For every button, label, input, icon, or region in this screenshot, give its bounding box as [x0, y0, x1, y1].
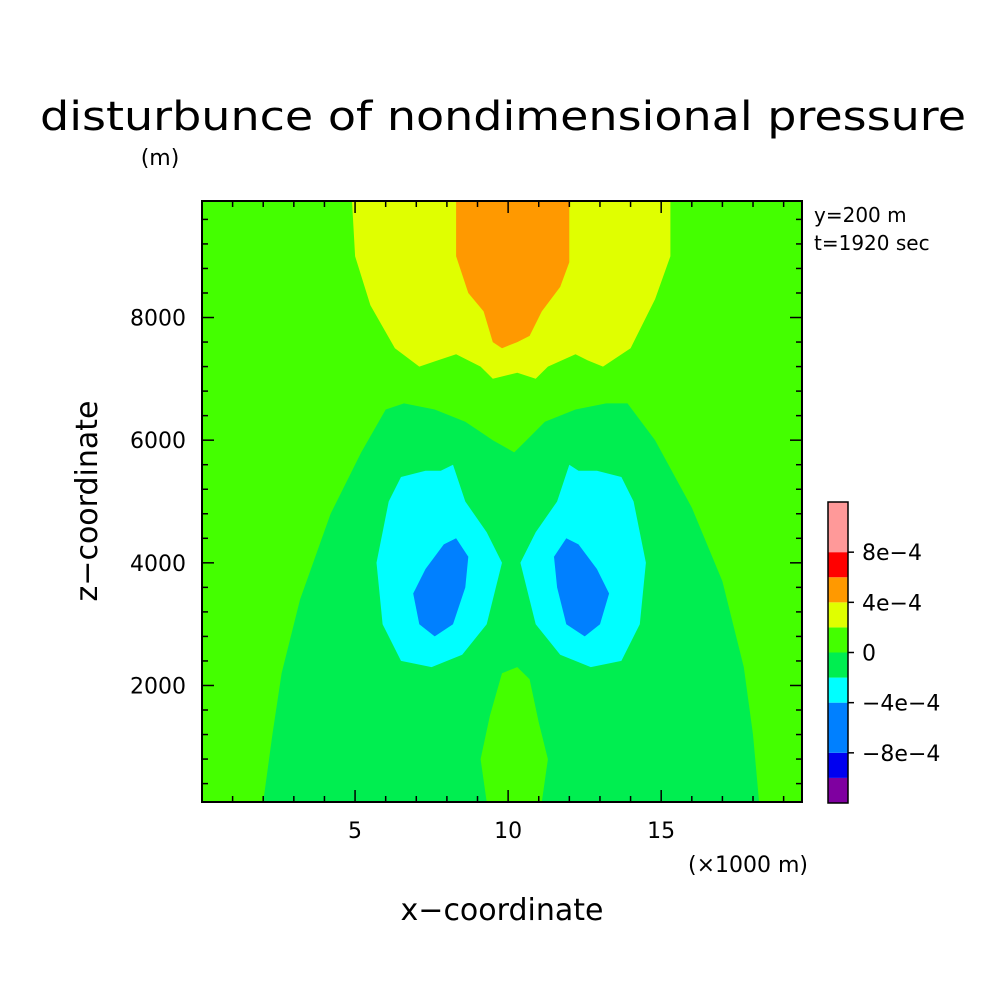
colorbar: −8e−4 −4e−4 0 4e−4 8e−4 [827, 501, 940, 804]
x-axis-label: x−coordinate [401, 893, 604, 928]
plot-frame [201, 200, 803, 803]
annotation-y: y=200 m [814, 203, 907, 227]
colorbar-swatch [828, 677, 848, 703]
y-tick-label: 2000 [130, 674, 186, 699]
contour-region [456, 201, 570, 349]
colorbar-swatch [828, 777, 848, 803]
x-unit-label: (×1000 m) [688, 853, 808, 878]
colorbar-swatch [828, 577, 848, 603]
contour-region [480, 667, 548, 802]
contour-region [554, 538, 610, 637]
chart-title: disturbunce of nondimensional pressure [40, 94, 966, 140]
x-tick-label: 10 [494, 819, 522, 844]
colorbar-swatch [828, 627, 848, 653]
annotation-t: t=1920 sec [814, 231, 930, 255]
colorbar-swatch [828, 652, 848, 678]
y-tick-label: 8000 [130, 307, 186, 332]
y-tick-label: 6000 [130, 429, 186, 454]
colorbar-label: 4e−4 [862, 591, 922, 616]
x-tick-label: 5 [348, 819, 362, 844]
colorbar-swatch [828, 702, 848, 753]
colorbar-label: −8e−4 [862, 742, 940, 767]
colorbar-swatch [828, 752, 848, 778]
colorbar-swatch [828, 552, 848, 578]
colorbar-label: 8e−4 [862, 541, 922, 566]
y-unit-label: (m) [141, 146, 180, 171]
x-tick-label: 15 [647, 819, 675, 844]
colorbar-swatch [828, 502, 848, 553]
contour-region [413, 538, 469, 637]
y-axis-label: z−coordinate [70, 401, 105, 602]
colorbar-swatch [828, 602, 848, 628]
colorbar-label: −4e−4 [862, 692, 940, 717]
contour-region [263, 403, 760, 802]
y-tick-label: 4000 [130, 552, 186, 577]
colorbar-label: 0 [862, 642, 876, 667]
